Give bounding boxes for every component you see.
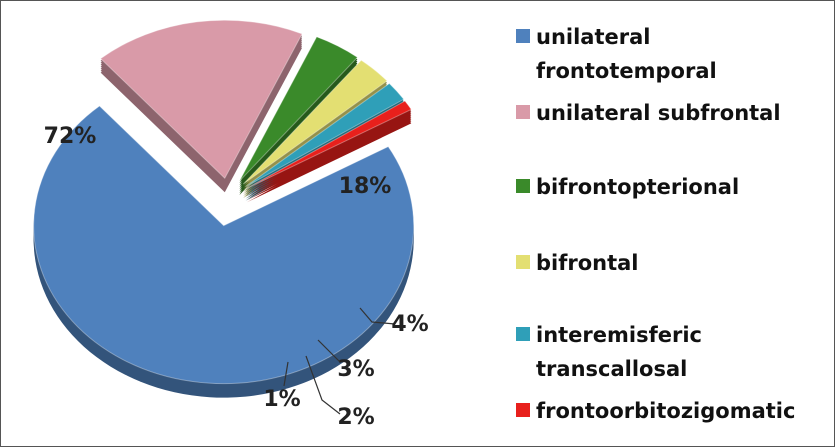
legend-item: bifrontopterional (516, 170, 831, 204)
legend-item: bifrontal (516, 246, 831, 280)
slice (238, 36, 359, 182)
legend-swatch (516, 179, 530, 193)
slice-tops (33, 19, 415, 385)
data-label: 18% (339, 174, 392, 199)
data-label: 72% (44, 124, 97, 149)
legend-item: interemisferic transcallosal (516, 318, 831, 386)
legend-label: frontoorbitozigomatic (536, 399, 796, 423)
legend-swatch (516, 327, 530, 341)
leader-line (317, 339, 341, 363)
slice (246, 100, 412, 189)
legend-swatch (516, 403, 530, 417)
legend-item: unilateral subfrontal (516, 96, 831, 130)
legend-swatch (516, 255, 530, 269)
legend-item: frontoorbitozigomatic (516, 394, 831, 428)
legend-swatch (516, 105, 530, 119)
data-label: 2% (337, 405, 374, 430)
slice (33, 105, 415, 385)
legend-label: bifrontal (536, 251, 639, 275)
leader-line (283, 361, 289, 387)
slice (99, 19, 303, 180)
leader-line (305, 355, 341, 415)
data-label: 1% (263, 387, 300, 412)
data-label: 3% (337, 357, 374, 382)
data-label: 4% (391, 312, 428, 337)
slice (245, 82, 405, 188)
legend-swatch (516, 29, 530, 43)
leader-line (359, 307, 396, 325)
legend-label: bifrontopterional (536, 175, 740, 199)
legend-label: interemisferic transcallosal (536, 323, 702, 381)
legend-item: unilateral frontotemporal (516, 20, 831, 88)
legend-label: unilateral frontotemporal (536, 25, 717, 83)
legend-label: unilateral subfrontal (536, 101, 781, 125)
slice (242, 59, 388, 185)
